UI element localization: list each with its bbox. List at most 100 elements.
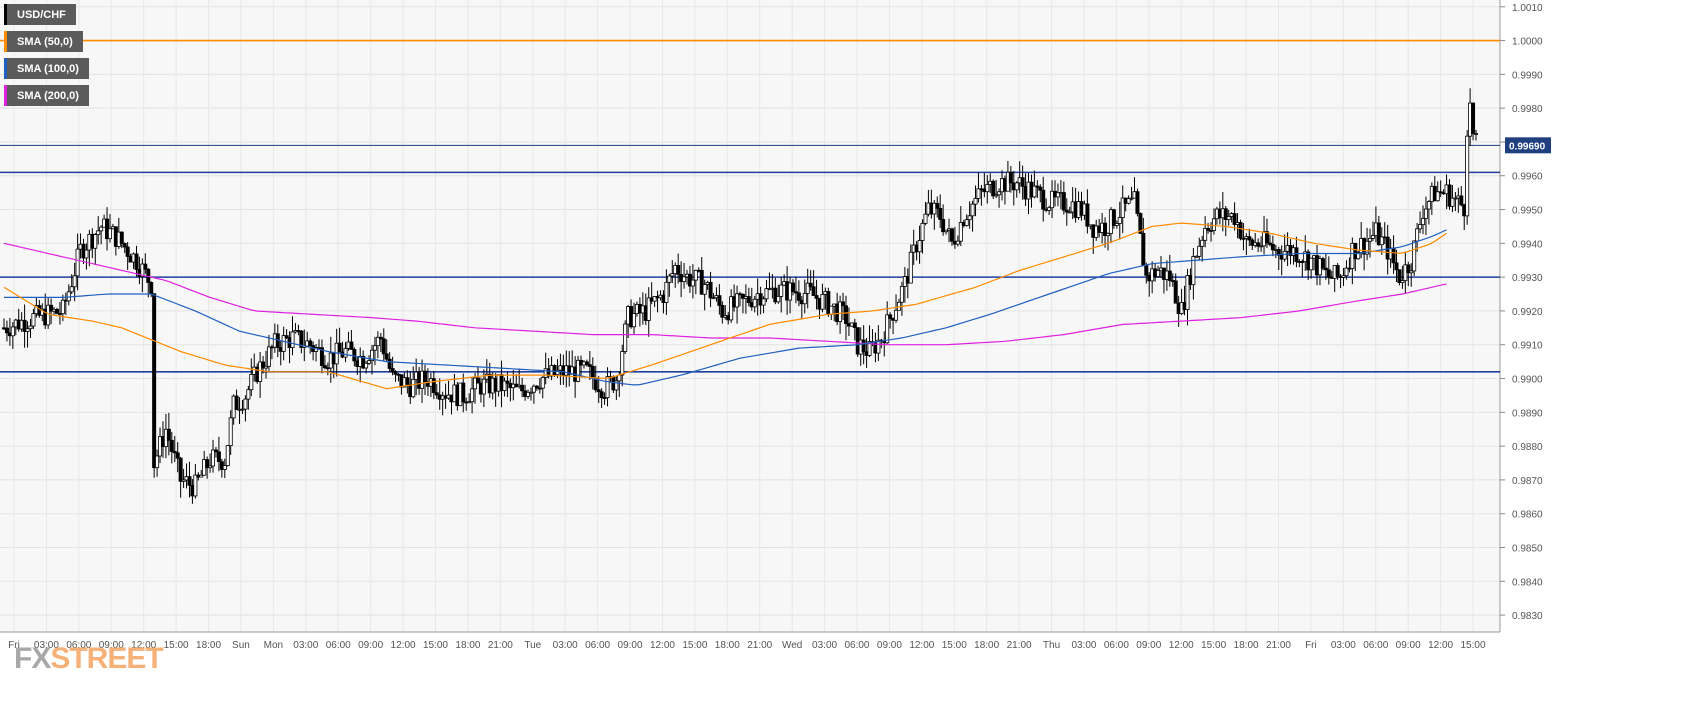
x-tick-label: Fri: [1305, 640, 1317, 651]
candle-body: [526, 391, 531, 397]
candle-body: [1226, 216, 1231, 220]
x-tick-label: Fri: [8, 640, 20, 651]
candle-body: [1103, 222, 1108, 237]
candle-body: [261, 361, 266, 369]
candle-body: [205, 459, 210, 469]
legend-sma200[interactable]: SMA (200,0): [4, 85, 89, 106]
candle-body: [632, 313, 637, 328]
candle-body: [361, 355, 366, 369]
candle-body: [796, 292, 801, 301]
candle-body: [422, 370, 427, 383]
candle-body: [1135, 191, 1140, 214]
candle-body: [1014, 182, 1019, 191]
candle-body: [234, 395, 239, 410]
candle-body: [31, 313, 36, 327]
candle-body: [1238, 222, 1243, 239]
x-tick-label: 15:00: [423, 640, 448, 651]
candle-body: [746, 296, 751, 304]
candle-body: [1185, 275, 1190, 310]
candle-body: [1400, 280, 1405, 283]
candle-body: [84, 249, 89, 259]
y-tick-label: 0.9900: [1512, 375, 1543, 386]
candle-body: [349, 341, 354, 350]
x-tick-label: 21:00: [488, 640, 513, 651]
candle-body: [761, 298, 766, 306]
candle-body: [596, 389, 601, 393]
candle-body: [1365, 240, 1370, 255]
candle-body: [1391, 247, 1396, 264]
x-tick-label: 09:00: [1136, 640, 1161, 651]
candle-body: [193, 474, 198, 497]
x-tick-label: Tue: [524, 640, 541, 651]
candle-body: [590, 366, 595, 379]
current-price-box: [1505, 137, 1551, 154]
candle-body: [1376, 222, 1381, 246]
candle-body: [693, 269, 698, 281]
x-tick-label: 18:00: [974, 640, 999, 651]
x-tick-label: 18:00: [455, 640, 480, 651]
legend-sma100[interactable]: SMA (100,0): [4, 58, 89, 79]
y-tick-label: 0.9830: [1512, 611, 1543, 622]
candle-body: [838, 301, 843, 323]
candle-body: [375, 336, 380, 347]
candle-body: [434, 392, 439, 396]
x-tick-label: 21:00: [1007, 640, 1032, 651]
candle-body: [470, 388, 475, 403]
legend-usdchf[interactable]: USD/CHF: [4, 4, 76, 25]
candle-body: [99, 226, 104, 232]
candle-body: [322, 365, 327, 369]
candle-body: [381, 338, 386, 355]
plot-background: [0, 0, 1500, 632]
candle-body: [343, 347, 348, 358]
candle-body: [369, 349, 374, 362]
candle-body: [216, 451, 221, 462]
candle-body: [676, 265, 681, 275]
candle-body: [811, 286, 816, 296]
x-tick-label: 09:00: [1396, 640, 1421, 651]
candle-body: [1114, 223, 1119, 226]
candle-body: [1418, 224, 1423, 230]
candle-body: [1412, 240, 1417, 272]
candle-body: [973, 198, 978, 205]
candle-body: [1426, 201, 1431, 210]
candle-body: [1050, 190, 1055, 209]
candle-body: [502, 380, 507, 392]
candle-body: [393, 371, 398, 375]
candle-body: [96, 230, 101, 235]
candle-body: [390, 368, 395, 373]
x-tick-label: 03:00: [34, 640, 59, 651]
candle-body: [1126, 198, 1131, 204]
candle-body: [814, 295, 819, 299]
y-tick-label: 0.9980: [1512, 104, 1543, 115]
x-tick-label: Wed: [782, 640, 802, 651]
legend-label-sma50: SMA (50,0): [17, 35, 73, 48]
candle-body: [243, 398, 248, 410]
legend-sma50[interactable]: SMA (50,0): [4, 31, 83, 52]
candle-body: [1471, 102, 1476, 135]
candle-body: [208, 465, 213, 469]
x-tick-label: 21:00: [1266, 640, 1291, 651]
candle-body: [1379, 236, 1384, 246]
candle-body: [4, 327, 9, 334]
x-tick-label: 06:00: [1104, 640, 1129, 651]
candle-body: [1397, 269, 1402, 283]
y-tick-label: 0.9990: [1512, 70, 1543, 81]
candle-body: [534, 385, 539, 389]
candle-body: [1209, 230, 1214, 232]
x-tick-label: 03:00: [293, 640, 318, 651]
candle-body: [938, 207, 943, 220]
candle-body: [149, 282, 154, 295]
legend-label-usdchf: USD/CHF: [17, 8, 66, 21]
candle-body: [752, 298, 757, 308]
y-tick-label: 0.9920: [1512, 307, 1543, 318]
candle-body: [411, 379, 416, 398]
candle-body: [773, 287, 778, 303]
candle-body: [169, 439, 174, 452]
y-tick-label: 0.9960: [1512, 172, 1543, 183]
candle-body: [602, 397, 607, 400]
x-tick-label: 09:00: [99, 640, 124, 651]
candle-body: [25, 328, 30, 332]
candle-body: [764, 288, 769, 300]
